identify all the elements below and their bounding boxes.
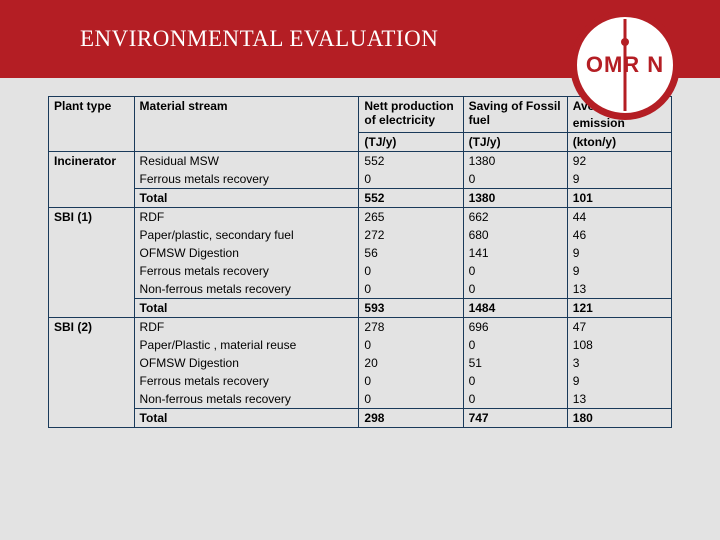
nett-cell: 552: [359, 152, 463, 171]
total-label: Total: [134, 299, 359, 318]
total-saving: 1484: [463, 299, 567, 318]
col-material-stream: Material stream: [134, 97, 359, 152]
table-row: SBI (1)RDF26566244: [49, 208, 672, 227]
logo-omrin: OMR N: [570, 10, 680, 120]
total-label: Total: [134, 189, 359, 208]
nett-cell: 265: [359, 208, 463, 227]
stream-cell: RDF: [134, 208, 359, 227]
co2-cell: 9: [567, 244, 671, 262]
table-row: OFMSW Digestion561419: [49, 244, 672, 262]
table-row: Ferrous metals recovery009: [49, 262, 672, 280]
table-row: Non-ferrous metals recovery0013: [49, 390, 672, 409]
col-saving: Saving of Fossil fuel: [463, 97, 567, 133]
total-nett: 298: [359, 409, 463, 428]
nett-cell: 56: [359, 244, 463, 262]
total-nett: 593: [359, 299, 463, 318]
nett-cell: 20: [359, 354, 463, 372]
plant-cell: SBI (2): [49, 318, 135, 428]
co2-cell: 9: [567, 262, 671, 280]
total-saving: 1380: [463, 189, 567, 208]
unit-nett: (TJ/y): [359, 133, 463, 152]
nett-cell: 0: [359, 170, 463, 189]
saving-cell: 0: [463, 390, 567, 409]
unit-saving: (TJ/y): [463, 133, 567, 152]
nett-cell: 0: [359, 372, 463, 390]
stream-cell: Non-ferrous metals recovery: [134, 390, 359, 409]
saving-cell: 0: [463, 336, 567, 354]
stream-cell: RDF: [134, 318, 359, 337]
co2-cell: 108: [567, 336, 671, 354]
table-row: Ferrous metals recovery009: [49, 170, 672, 189]
saving-cell: 0: [463, 372, 567, 390]
nett-cell: 0: [359, 336, 463, 354]
total-row: Total298747180: [49, 409, 672, 428]
header-title: ENVIRONMENTAL EVALUATION: [80, 26, 438, 52]
table-row: Ferrous metals recovery009: [49, 372, 672, 390]
nett-cell: 278: [359, 318, 463, 337]
co2-cell: 47: [567, 318, 671, 337]
table-row: OFMSW Digestion20513: [49, 354, 672, 372]
saving-cell: 0: [463, 262, 567, 280]
total-saving: 747: [463, 409, 567, 428]
saving-cell: 0: [463, 170, 567, 189]
co2-cell: 3: [567, 354, 671, 372]
co2-cell: 9: [567, 170, 671, 189]
co2-cell: 44: [567, 208, 671, 227]
plant-cell: Incinerator: [49, 152, 135, 208]
saving-cell: 1380: [463, 152, 567, 171]
saving-cell: 141: [463, 244, 567, 262]
unit-co2: (kton/y): [567, 133, 671, 152]
saving-cell: 696: [463, 318, 567, 337]
total-row: Total5931484121: [49, 299, 672, 318]
total-label: Total: [134, 409, 359, 428]
nett-cell: 272: [359, 226, 463, 244]
stream-cell: Paper/plastic, secondary fuel: [134, 226, 359, 244]
total-row: Total5521380101: [49, 189, 672, 208]
co2-cell: 13: [567, 280, 671, 299]
saving-cell: 51: [463, 354, 567, 372]
stream-cell: Ferrous metals recovery: [134, 170, 359, 189]
co2-cell: 46: [567, 226, 671, 244]
table-row: Paper/plastic, secondary fuel27268046: [49, 226, 672, 244]
co2-cell: 92: [567, 152, 671, 171]
stream-cell: Ferrous metals recovery: [134, 262, 359, 280]
total-co2: 121: [567, 299, 671, 318]
saving-cell: 680: [463, 226, 567, 244]
table-body: IncineratorResidual MSW552138092Ferrous …: [49, 152, 672, 428]
total-co2: 101: [567, 189, 671, 208]
saving-cell: 0: [463, 280, 567, 299]
content-area: Plant type Material stream Nett producti…: [0, 78, 720, 540]
logo-text: OMR N: [586, 52, 664, 78]
stream-cell: Non-ferrous metals recovery: [134, 280, 359, 299]
plant-cell: SBI (1): [49, 208, 135, 318]
logo-dot: [621, 38, 629, 46]
stream-cell: Paper/Plastic , material reuse: [134, 336, 359, 354]
table-row: SBI (2)RDF27869647: [49, 318, 672, 337]
nett-cell: 0: [359, 390, 463, 409]
total-co2: 180: [567, 409, 671, 428]
stream-cell: OFMSW Digestion: [134, 244, 359, 262]
table-row: IncineratorResidual MSW552138092: [49, 152, 672, 171]
table-row: Non-ferrous metals recovery0013: [49, 280, 672, 299]
stream-cell: Ferrous metals recovery: [134, 372, 359, 390]
saving-cell: 662: [463, 208, 567, 227]
nett-cell: 0: [359, 280, 463, 299]
stream-cell: Residual MSW: [134, 152, 359, 171]
environmental-table: Plant type Material stream Nett producti…: [48, 96, 672, 428]
table-row: Paper/Plastic , material reuse00108: [49, 336, 672, 354]
total-nett: 552: [359, 189, 463, 208]
co2-cell: 9: [567, 372, 671, 390]
col-nett: Nett production of electricity: [359, 97, 463, 133]
col-plant-type: Plant type: [49, 97, 135, 152]
nett-cell: 0: [359, 262, 463, 280]
co2-cell: 13: [567, 390, 671, 409]
stream-cell: OFMSW Digestion: [134, 354, 359, 372]
